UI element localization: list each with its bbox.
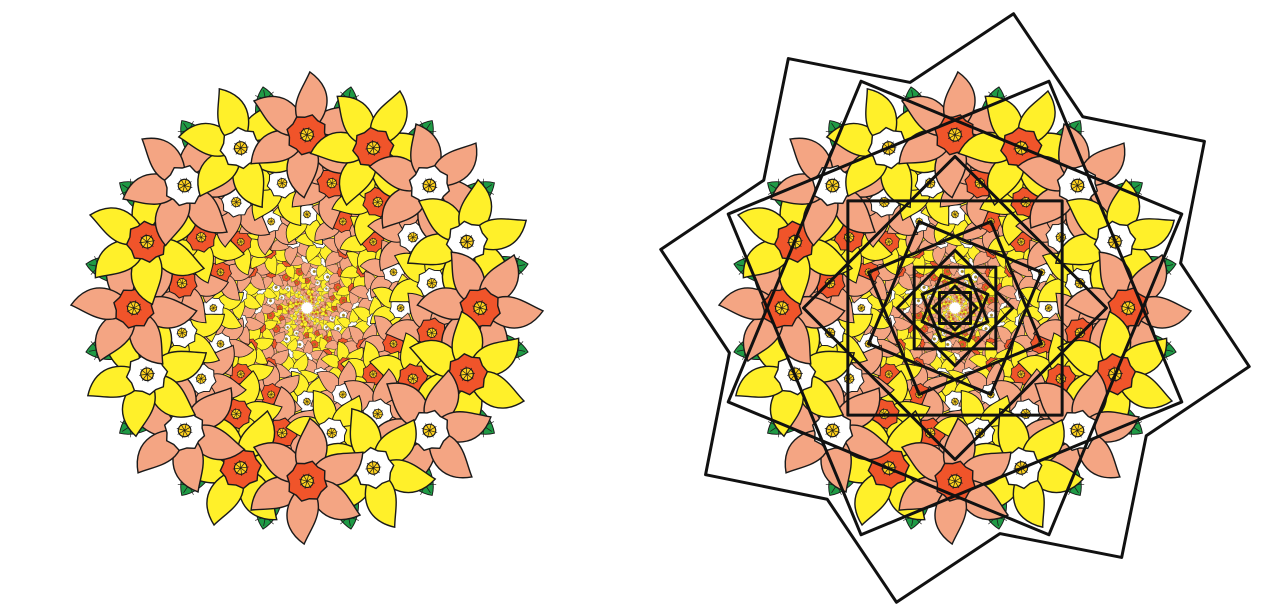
flower	[406, 178, 528, 305]
flower-layer	[717, 70, 1193, 546]
flower	[250, 417, 364, 546]
grid-square	[801, 154, 1109, 462]
flower	[367, 369, 492, 492]
outer-star-outline	[659, 12, 1251, 604]
grid-square	[726, 79, 1184, 537]
polygon-grid-overlay	[659, 12, 1251, 604]
grid-square	[867, 220, 1043, 396]
grid-square	[937, 290, 973, 326]
mosaic	[69, 70, 545, 546]
mosaic	[659, 12, 1251, 604]
flower	[898, 417, 1012, 546]
grid-square	[867, 220, 1043, 396]
grid-square	[895, 248, 1015, 368]
grid-square	[846, 199, 1064, 417]
flower-layer	[69, 70, 545, 546]
grid-square	[726, 79, 1184, 537]
grid-square	[920, 273, 990, 343]
grid-overlay-mosaic-panel	[659, 12, 1251, 604]
plain-mosaic-panel	[69, 70, 545, 546]
grid-square	[912, 265, 998, 351]
flower	[898, 70, 1012, 199]
flower	[310, 407, 437, 529]
